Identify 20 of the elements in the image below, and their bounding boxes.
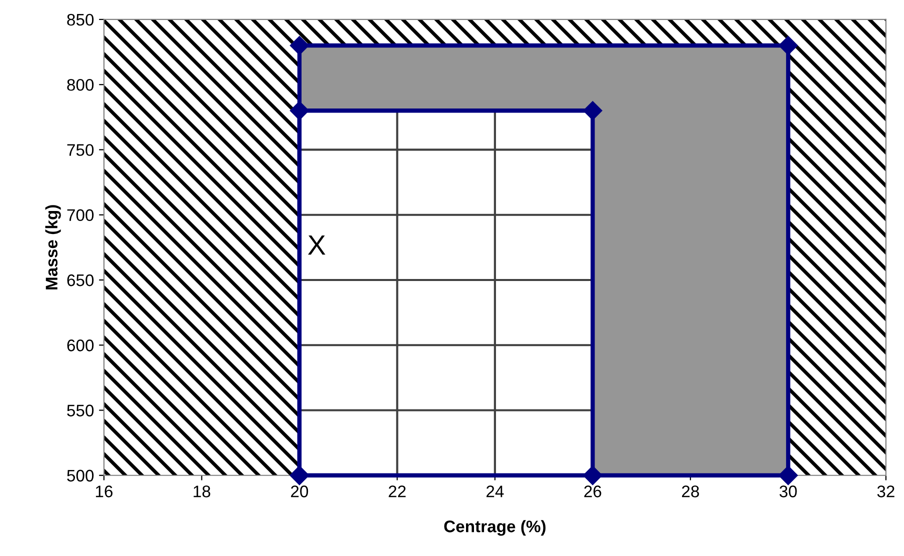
x-axis-title: Centrage (%) — [444, 520, 546, 536]
x-tick-label: 18 — [194, 486, 210, 498]
y-tick-label: 500 — [67, 470, 94, 482]
x-tick-label: 28 — [682, 486, 699, 498]
x-tick-label: 16 — [96, 486, 112, 498]
x-tick-label: 20 — [291, 486, 308, 498]
x-tick-label: 24 — [486, 486, 504, 498]
y-tick-label: 800 — [67, 78, 94, 91]
y-axis-title: Masse (kg) — [45, 205, 61, 290]
y-tick-label: 850 — [67, 14, 94, 26]
x-tick-label: 26 — [584, 486, 602, 498]
x-tick-label: 22 — [388, 486, 406, 498]
x-tick-label: 30 — [780, 486, 797, 498]
annotation: X — [308, 235, 326, 255]
y-tick-label: 550 — [67, 404, 94, 416]
y-tick-label: 700 — [67, 209, 94, 222]
y-tick-label: 750 — [67, 144, 94, 156]
x-tick-label: 32 — [877, 486, 894, 498]
y-tick-label: 650 — [67, 274, 94, 286]
y-tick-label: 600 — [67, 340, 94, 352]
